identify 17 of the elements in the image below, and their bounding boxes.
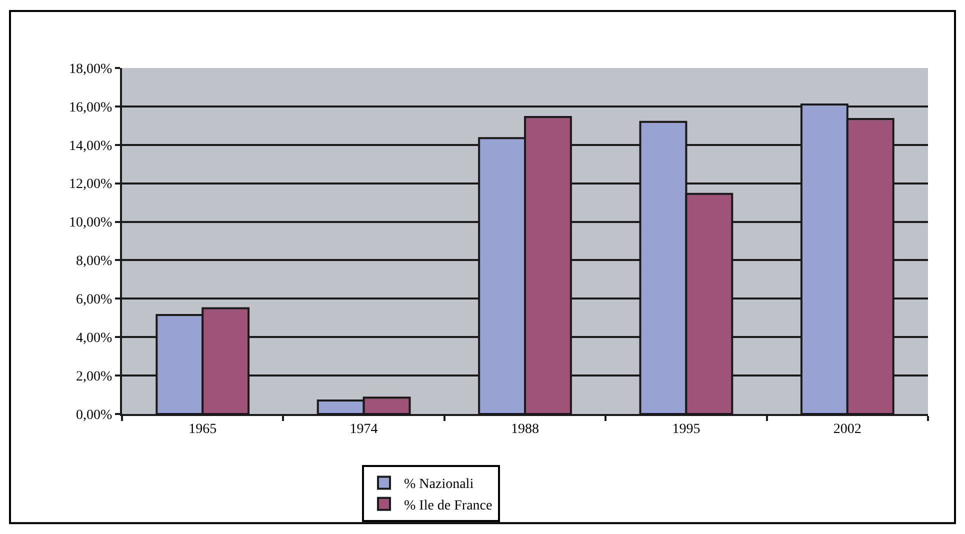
y-tick-label: 18,00% [69,62,113,77]
y-tick-label: 12,00% [69,177,113,192]
x-tick-label: 1988 [511,422,539,437]
y-tick-label: 4,00% [76,331,113,346]
y-tick-label: 16,00% [69,100,113,116]
y-tick-label: 6,00% [76,292,113,308]
y-tick-label: 14,00% [69,138,113,154]
legend-label: % Nazionali [404,477,474,492]
legend-label: % Ile de France [404,498,492,514]
x-tick-label: 2002 [833,422,862,437]
y-tick-label: 0,00% [76,408,113,423]
y-tick-label: 10,00% [69,216,113,231]
x-tick-label: 1995 [672,422,700,437]
x-tick-label: 1974 [350,422,378,437]
y-tick-label: 2,00% [76,369,113,384]
y-tick-label: 8,00% [76,254,113,270]
x-tick-label: 1965 [188,422,217,437]
